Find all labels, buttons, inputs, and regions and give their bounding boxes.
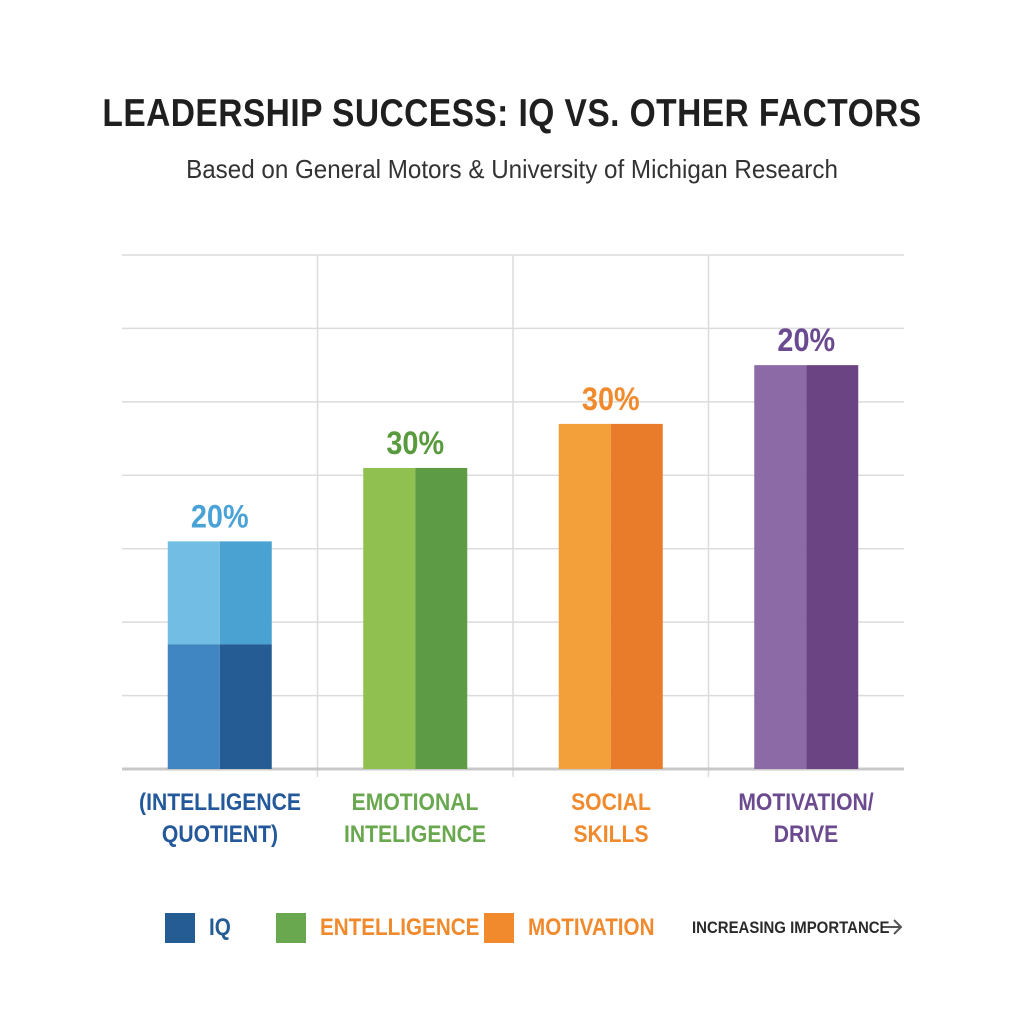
category-label-line: (INTELLIGENCE (138, 789, 301, 816)
increasing-importance-label: INCREASING IMPORTANCE (692, 918, 890, 937)
bar-segment (219, 644, 272, 769)
category-label-line: INTELIGENCE (344, 821, 487, 848)
bar-segment (610, 423, 663, 769)
value-label: 20% (777, 323, 835, 359)
bar-segment (363, 467, 416, 769)
bar-segment (558, 423, 611, 769)
category-label-line: DRIVE (773, 821, 839, 848)
bar-chart: 20% 30% 30% 20% (122, 254, 904, 777)
legend-item: ENTELLIGENCE (276, 910, 505, 946)
legend-swatch (484, 913, 514, 943)
category-label-line: QUOTIENT) (161, 821, 278, 848)
chart-title: LEADERSHIP SUCCESS: IQ VS. OTHER FACTORS (102, 92, 922, 135)
increasing-importance-note: INCREASING IMPORTANCE (692, 916, 916, 940)
value-label: 30% (386, 426, 444, 462)
category-label: MOTIVATION/DRIVE (718, 787, 894, 851)
legend-label: MOTIVATION (528, 914, 655, 941)
category-label: SOCIAL SKILLS (523, 787, 699, 851)
bar-segment (754, 365, 807, 769)
category-label: (INTELLIGENCE QUOTIENT) (132, 787, 308, 851)
legend-swatch (165, 913, 195, 943)
bar-segment (167, 644, 220, 769)
bar-segment (219, 541, 272, 645)
category-label-line: SOCIAL (570, 789, 651, 816)
bar-segment (806, 365, 859, 769)
category-label-line: EMOTIONAL (351, 789, 479, 816)
category-label: EMOTIONAL INTELIGENCE (327, 787, 503, 851)
value-label: 20% (191, 499, 249, 535)
legend-item: IQ (165, 910, 234, 946)
legend-item: MOTIVATION (484, 910, 675, 946)
category-label-line: MOTIVATION/ (738, 789, 874, 816)
chart-subtitle: Based on General Motors & University of … (186, 154, 838, 184)
category-label-line: SKILLS (573, 821, 649, 848)
legend-label: ENTELLIGENCE (320, 914, 480, 941)
legend-label: IQ (209, 914, 231, 941)
bar-segment (415, 467, 468, 769)
bar-segment (167, 541, 220, 645)
arrow-right-icon (883, 919, 903, 935)
legend: IQ ENTELLIGENCE MOTIVATION (0, 910, 1024, 950)
value-label: 30% (582, 382, 640, 418)
legend-swatch (276, 913, 306, 943)
